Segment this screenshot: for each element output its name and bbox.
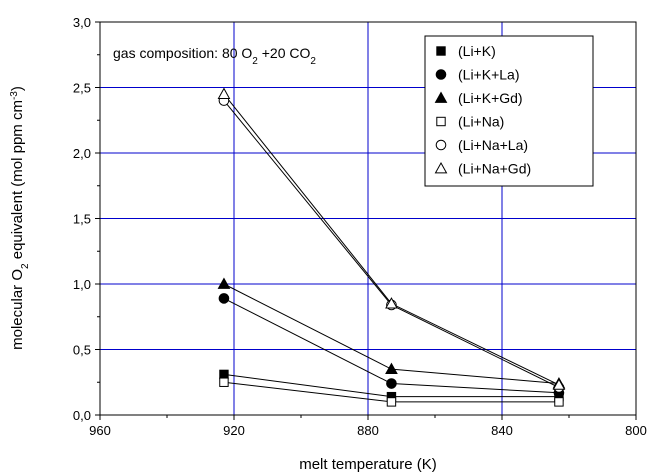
legend-marker-3 [436, 116, 446, 127]
legend-marker-4 [435, 139, 447, 151]
legend-marker-1 [435, 69, 447, 80]
data-point-3-2 [554, 397, 564, 407]
legend-label-4: (Li+Na+La) [458, 137, 528, 153]
y-axis-ticks: 0,0 0,5 1,0 1,5 2,0 2,5 3,0 [73, 15, 100, 423]
data-point-5-0 [217, 87, 231, 99]
y-axis-title: molecular O2 equivalent (mol ppm cm-3) [9, 86, 31, 350]
x-tick-label: 800 [625, 423, 647, 438]
x-tick-label: 840 [491, 423, 513, 438]
data-point-2-1 [385, 362, 398, 375]
series-markers [217, 87, 566, 407]
y-tick-label: 2,5 [73, 81, 91, 96]
x-tick-label: 920 [223, 423, 245, 438]
data-point-1-0 [218, 293, 230, 304]
x-tick-label: 880 [357, 423, 379, 438]
y-tick-label: 0,5 [73, 343, 91, 358]
data-point-3-0 [219, 377, 229, 387]
legend-label-2: (Li+K+Gd) [458, 90, 523, 106]
data-point-3-1 [386, 397, 397, 407]
y-tick-label: 1,5 [73, 212, 91, 227]
data-point-5-1 [385, 297, 398, 309]
legend-box [424, 35, 594, 187]
legend-label-5: (Li+Na+Gd) [458, 161, 531, 177]
x-axis-title: melt temperature (K) [299, 456, 437, 473]
data-point-2-0 [217, 277, 231, 289]
y-tick-label: 3,0 [73, 15, 91, 30]
legend-label-1: (Li+K+La) [458, 67, 519, 83]
legend-label-3: (Li+Na) [458, 114, 504, 130]
x-tick-label: 960 [89, 423, 111, 438]
y-tick-label: 0,0 [73, 408, 91, 423]
data-point-5-2 [552, 378, 566, 390]
legend-marker-5 [434, 161, 448, 174]
legend-label-0: (Li+K) [458, 43, 496, 59]
legend-marker-0 [436, 46, 446, 56]
gas-composition-annotation: gas composition: 80 O2 +20 CO2 [113, 45, 316, 67]
legend-marker-2 [434, 91, 448, 103]
y-tick-label: 1,0 [73, 277, 91, 292]
legend: (Li+K) (Li+K+La) (Li+K+Gd) (Li+Na) (Li+Na+La… [424, 35, 594, 187]
x-axis-ticks: 960 920 880 840 800 [89, 415, 647, 438]
y-tick-label: 2,0 [73, 146, 91, 161]
data-point-0-0 [219, 369, 229, 380]
data-point-1-1 [386, 378, 397, 389]
